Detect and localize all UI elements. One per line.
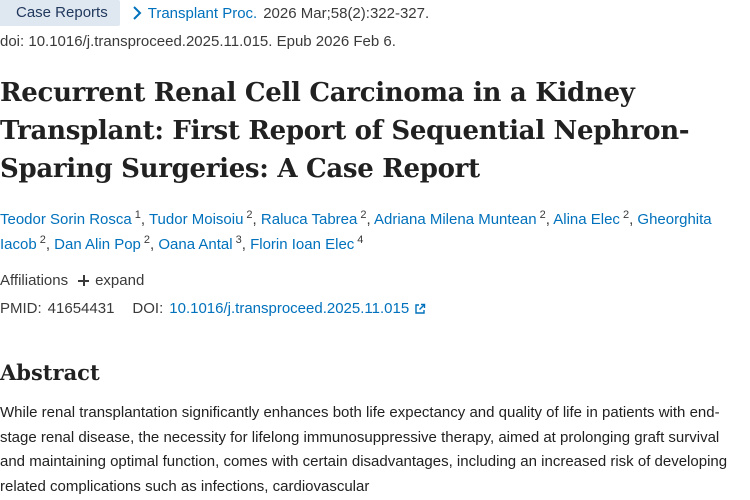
author-item: Teodor Sorin Rosca 1, xyxy=(0,209,149,229)
author-link[interactable]: Teodor Sorin Rosca xyxy=(0,211,132,228)
author-item: Florin Ioan Elec 4 xyxy=(250,234,364,254)
author-affiliation-number[interactable]: 2 xyxy=(360,209,367,221)
author-link[interactable]: Florin Ioan Elec xyxy=(250,236,355,253)
expand-affiliations-button[interactable]: expand xyxy=(78,272,144,289)
chevron-right-icon xyxy=(133,6,142,20)
author-affiliation-number[interactable]: 3 xyxy=(235,234,242,246)
expand-label: expand xyxy=(95,272,145,289)
doi-label: DOI: xyxy=(132,300,164,317)
affiliations-bar: Affiliations expand xyxy=(0,272,144,289)
author-item: Raluca Tabrea 2, xyxy=(260,209,374,229)
author-link[interactable]: Gheorghita Iacob xyxy=(0,211,712,253)
author-item: Dan Alin Pop 2, xyxy=(54,234,159,254)
pmid-value: 41654431 xyxy=(47,300,115,317)
abstract-heading: Abstract xyxy=(0,360,100,385)
author-link[interactable]: Alina Elec xyxy=(553,211,620,228)
author-affiliation-number[interactable]: 2 xyxy=(539,209,546,221)
identifiers-bar: PMID: 41654431 DOI: 10.1016/j.transproce… xyxy=(0,300,426,317)
author-link[interactable]: Adriana Milena Muntean xyxy=(373,211,537,228)
author-link[interactable]: Dan Alin Pop xyxy=(54,236,141,253)
author-affiliation-number[interactable]: 4 xyxy=(357,234,364,246)
author-affiliation-number[interactable]: 2 xyxy=(39,234,46,246)
citation-details: 2026 Mar;58(2):322-327. xyxy=(263,4,430,22)
author-item: Tudor Moisoiu 2, xyxy=(148,209,261,229)
external-link-icon[interactable] xyxy=(414,303,426,315)
author-affiliation-number[interactable]: 2 xyxy=(246,209,253,221)
doi-epub-line: doi: 10.1016/j.transproceed.2025.11.015.… xyxy=(0,33,396,50)
author-affiliation-number[interactable]: 1 xyxy=(134,209,141,221)
author-link[interactable]: Tudor Moisoiu xyxy=(148,211,244,228)
author-link[interactable]: Oana Antal xyxy=(158,236,233,253)
author-item: Gheorghita Iacob 2, xyxy=(0,211,712,253)
doi-link[interactable]: 10.1016/j.transproceed.2025.11.015 xyxy=(169,300,410,317)
author-affiliation-number[interactable]: 2 xyxy=(622,209,630,221)
author-affiliation-number[interactable]: 2 xyxy=(143,234,151,246)
article-title: Recurrent Renal Cell Carcinoma in a Kidn… xyxy=(0,78,690,184)
journal-link[interactable]: Transplant Proc. xyxy=(147,4,258,22)
author-item: Alina Elec 2, xyxy=(553,209,638,229)
affiliations-label: Affiliations xyxy=(0,272,69,289)
plus-icon xyxy=(78,275,90,286)
author-item: Adriana Milena Muntean 2, xyxy=(373,209,554,229)
citation-bar: Case Reports Transplant Proc. 2026 Mar;5… xyxy=(0,0,429,26)
publication-type-badge[interactable]: Case Reports xyxy=(0,0,120,26)
journal-citation: Transplant Proc. 2026 Mar;58(2):322-327. xyxy=(132,5,429,22)
authors-list: Teodor Sorin Rosca 1, Tudor Moisoiu 2, Ral… xyxy=(0,207,740,257)
abstract-text: While renal transplantation significantl… xyxy=(0,404,728,495)
pmid-label: PMID: xyxy=(0,300,42,317)
author-link[interactable]: Raluca Tabrea xyxy=(260,211,358,228)
author-item: Oana Antal 3, xyxy=(158,234,251,254)
